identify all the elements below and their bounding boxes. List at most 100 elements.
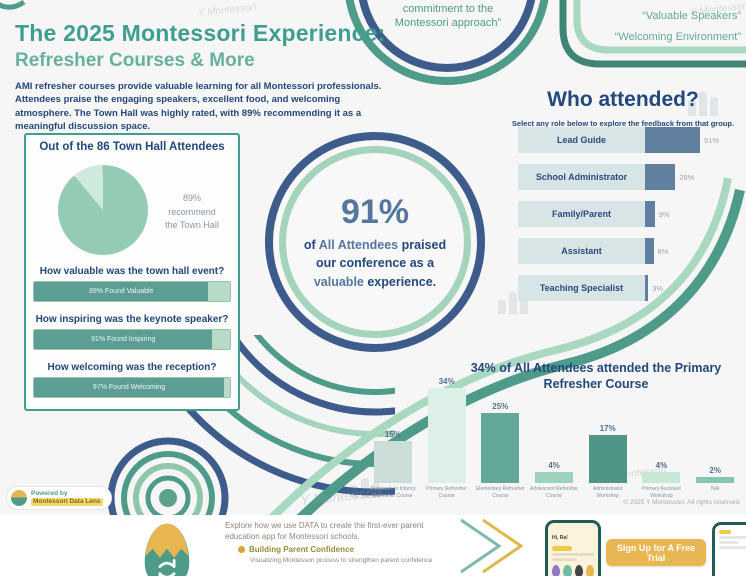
courses-bar-chart: 15% Assistants to Infancy Refresher Cour… [366, 370, 742, 504]
role-label: Teaching Specialist [518, 275, 645, 301]
bar-valuable-label: 89% Found Valuable [88, 288, 154, 295]
quote-valuable-speakers: “Valuable Speakers” [642, 10, 741, 22]
chevron-right-icons [460, 518, 524, 574]
circle-quote-line2: Montessori approach” [394, 17, 502, 30]
pie-caption-line: the Town Hall [165, 220, 219, 230]
background-watermark: Y Montessori [197, 1, 257, 20]
who-attended-title: Who attended? [547, 88, 699, 111]
bullet-icon [238, 546, 245, 553]
watermark-figure [498, 292, 528, 314]
footer-tagline: Explore how we use DATA to create the fi… [225, 521, 424, 541]
highlight-line2: our conference as a [315, 256, 435, 271]
feature-subtitle: Visualizing Montessori process to streng… [250, 557, 433, 564]
footer-feature: Building Parent Confidence [238, 545, 354, 554]
course-pct: 4% [655, 460, 668, 470]
highlight-circle-inner: 91% of All Attendees praised our confere… [279, 146, 471, 338]
course-column: 25% Elementary Refresher Course [473, 370, 527, 504]
bar-inspiring: 91% Found Inspiring [33, 329, 231, 350]
course-label: Adolescent Refresher Course [529, 486, 579, 499]
powered-by-name: Montessori Data Lens [31, 498, 103, 506]
bar-inspiring-label: 91% Found Inspiring [91, 336, 156, 343]
phone-progress-pill [552, 546, 572, 551]
phone-line [552, 558, 578, 561]
signup-free-trial-button[interactable]: Sign Up for A Free Trial [606, 539, 706, 566]
role-label: School Administrator [518, 164, 645, 190]
course-label: Primary Refresher Course [426, 486, 467, 499]
powered-by-badge: Powered by Montessori Data Lens [6, 486, 112, 510]
bar-valuable: 89% Found Valuable [33, 281, 231, 302]
course-bar[interactable] [588, 435, 627, 483]
role-row-school-administrator[interactable]: School Administrator 28% [518, 164, 719, 190]
highlight-line1: of All Attendees praised [303, 238, 447, 253]
phone-pill [719, 530, 731, 534]
course-bar[interactable] [373, 441, 412, 483]
footer-banner: Explore how we use DATA to create the fi… [0, 515, 746, 576]
circle-quote: commitment to the Montessori approach” [357, 2, 539, 31]
phone-line [719, 541, 739, 544]
course-column: 4% Primary Assistant Workshop [635, 370, 689, 504]
pie-caption: 89% recommend the Town Hall [150, 192, 234, 233]
role-bar-fill [645, 164, 676, 190]
copyright-notice: © 2025 Y Montessori. All rights reserved… [623, 499, 741, 506]
course-column: 34% Primary Refresher Course [420, 370, 474, 504]
question-inspiring: How inspiring was the keynote speaker? [35, 314, 229, 325]
course-label: N/A [711, 486, 720, 492]
course-pct: 34% [438, 376, 455, 386]
bar-welcoming-label: 97% Found Welcoming [92, 384, 166, 391]
question-valuable: How valuable was the town hall event? [39, 266, 225, 277]
role-bar-fill [645, 238, 654, 264]
intro-paragraph: AMI refresher courses provide valuable l… [15, 81, 382, 132]
pie-caption-line: 89% [182, 193, 201, 203]
bar-welcoming: 97% Found Welcoming [33, 377, 231, 398]
phone-egg-avatars [552, 565, 594, 576]
course-pct: 17% [599, 424, 616, 434]
role-row-family-parent[interactable]: Family/Parent 9% [518, 201, 719, 227]
role-row-lead-guide[interactable]: Lead Guide 51% [518, 127, 719, 153]
course-column: 4% Adolescent Refresher Course [527, 370, 581, 504]
course-label: Elementary Refresher Course [475, 486, 525, 499]
data-lens-logo-icon [11, 490, 27, 506]
highlight-value: 91% [340, 193, 410, 232]
phone-line [719, 546, 746, 549]
circle-quote-line1: commitment to the [402, 3, 494, 15]
role-pct: 51% [704, 135, 720, 145]
role-pct: 9% [658, 209, 670, 219]
attendee-quotes: “Valuable Speakers” “Welcoming Environme… [555, 6, 741, 48]
watermark-figure [350, 478, 380, 498]
highlight-line3: valuable experience. [313, 274, 437, 289]
egg-logo-icon [144, 523, 190, 576]
phone-line [552, 553, 594, 556]
course-bar[interactable] [427, 387, 466, 483]
course-bar[interactable] [696, 477, 735, 483]
town-hall-pie [58, 165, 148, 255]
role-pct: 28% [679, 172, 695, 182]
pie-caption-line: recommend [168, 206, 216, 217]
role-bar-fill [645, 201, 655, 227]
app-phone-mockup-left: Hi, Ra! [545, 520, 601, 576]
course-bar[interactable] [535, 471, 574, 483]
page-title: The 2025 Montessori Experience: [15, 20, 386, 46]
role-label: Family/Parent [518, 201, 645, 227]
course-column: 2% N/A [688, 370, 742, 504]
page-subtitle: Refresher Courses & More [15, 50, 255, 71]
course-pct: 15% [384, 430, 401, 439]
who-attended-subtitle: Select any role below to explore the fee… [511, 119, 735, 128]
course-label: Administrator Workshop [593, 486, 623, 499]
role-pct: 8% [657, 246, 669, 256]
powered-by-label: Powered by [31, 490, 68, 498]
course-bar[interactable] [481, 413, 520, 483]
role-bar-fill [645, 127, 701, 153]
course-label: Primary Assistant Workshop [642, 486, 681, 499]
role-pct: 3% [652, 283, 664, 293]
course-bar[interactable] [642, 471, 681, 483]
question-welcoming: How welcoming was the reception? [47, 362, 217, 373]
role-row-teaching-specialist[interactable]: Teaching Specialist 3% [518, 275, 719, 301]
phone-line [719, 536, 746, 539]
course-pct: 4% [548, 460, 560, 470]
course-column: 15% Assistants to Infancy Refresher Cour… [366, 370, 420, 504]
role-row-assistant[interactable]: Assistant 8% [518, 238, 719, 264]
app-phone-mockup-right [712, 522, 746, 576]
courses-chart-title: 34% of All Attendees attended the Primar… [470, 361, 722, 392]
course-pct: 25% [492, 402, 509, 411]
